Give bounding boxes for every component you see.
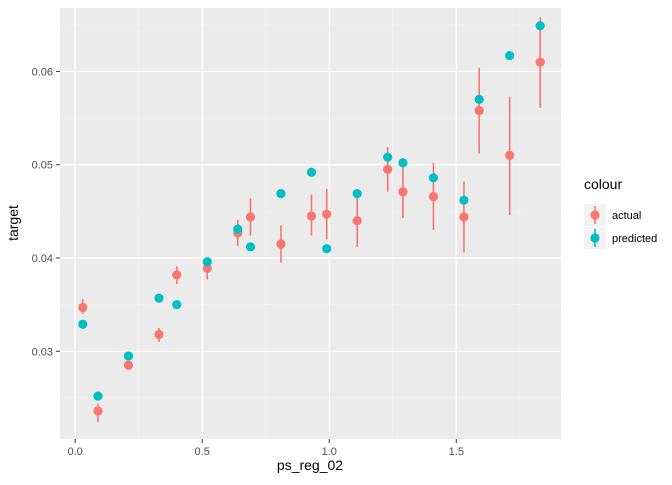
predicted-point [474, 94, 484, 105]
predicted-point [154, 293, 164, 303]
predicted-point [78, 319, 88, 329]
x-axis-title: ps_reg_02 [277, 457, 343, 473]
x-tick-label: 1.5 [449, 446, 464, 458]
predicted-point [352, 189, 362, 199]
actual-point [322, 209, 332, 219]
legend: colour actual predicted [584, 176, 657, 249]
actual-point [459, 212, 469, 222]
predicted-point [172, 300, 182, 310]
predicted-point [123, 351, 134, 361]
actual-point [383, 164, 393, 174]
x-tick-label: 1.0 [322, 446, 337, 458]
y-axis-ticks: 0.03 0.04 0.05 0.06 [32, 66, 60, 358]
actual-point [428, 191, 439, 202]
predicted-point [383, 152, 393, 162]
predicted-point [202, 257, 212, 267]
actual-point [93, 406, 103, 416]
predicted-point [306, 167, 317, 177]
legend-label-predicted: predicted [612, 233, 657, 245]
minor-gridlines [60, 8, 561, 439]
predicted-point [93, 391, 103, 401]
predicted-point [505, 50, 515, 61]
actual-point [202, 263, 212, 273]
legend-label-actual: actual [612, 210, 641, 222]
x-axis-ticks: 0.0 0.5 1.0 1.5 [67, 439, 464, 458]
legend-title: colour [584, 176, 622, 192]
predicted-point [398, 158, 408, 168]
actual-point [276, 239, 286, 249]
actual-point [535, 57, 545, 67]
y-tick-label: 0.06 [32, 66, 53, 78]
predicted-point [276, 189, 286, 199]
actual-point [474, 106, 484, 116]
actual-point [123, 360, 134, 370]
actual-point [245, 212, 256, 222]
x-tick-label: 0.0 [67, 446, 82, 458]
y-tick-label: 0.03 [32, 346, 53, 358]
actual-point [306, 211, 317, 221]
predicted-point [245, 242, 256, 252]
predicted-point [322, 244, 332, 254]
y-tick-label: 0.04 [32, 253, 53, 265]
major-gridlines [60, 8, 561, 439]
legend-keys: actual predicted [584, 204, 657, 249]
legend-key-predicted-point [590, 233, 600, 243]
y-axis-title: target [5, 205, 21, 241]
data-points [78, 17, 545, 423]
actual-point [172, 270, 182, 280]
actual-point [154, 329, 164, 340]
legend-key-actual-point [590, 210, 600, 220]
predicted-point [428, 173, 439, 183]
predicted-point [233, 224, 243, 234]
predicted-point [535, 21, 545, 31]
panel-background [60, 8, 561, 439]
actual-point [505, 150, 515, 160]
predicted-point [459, 195, 469, 205]
actual-point [352, 216, 362, 226]
x-tick-label: 0.5 [195, 446, 210, 458]
actual-point [398, 187, 408, 197]
y-tick-label: 0.05 [32, 160, 53, 172]
actual-point [78, 302, 88, 313]
